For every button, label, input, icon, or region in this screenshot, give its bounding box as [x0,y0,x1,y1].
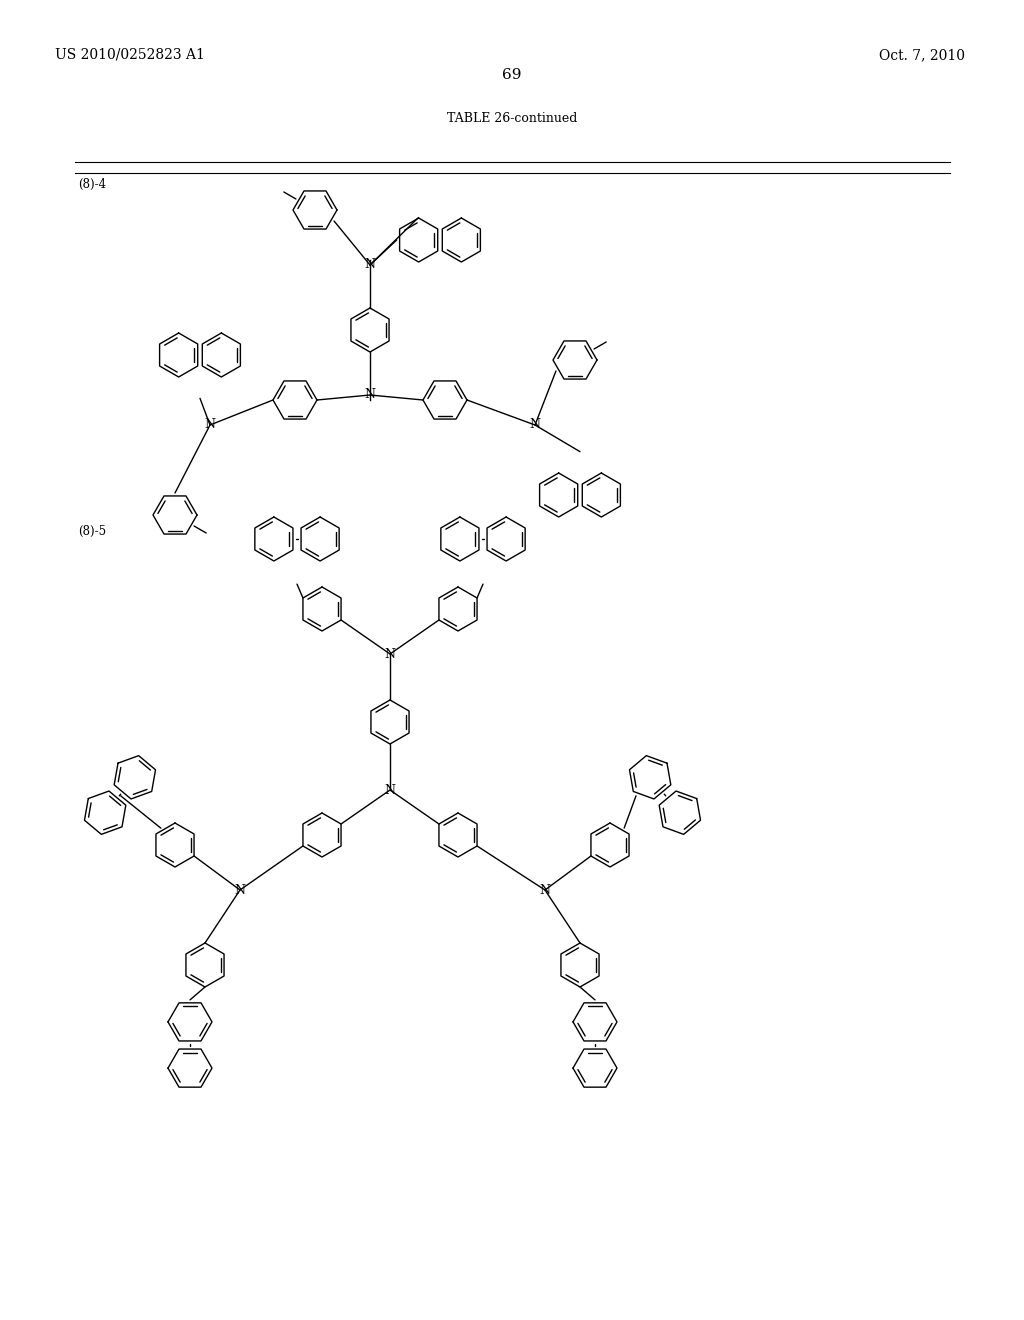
Text: N: N [365,259,376,272]
Text: N: N [234,883,246,896]
Text: US 2010/0252823 A1: US 2010/0252823 A1 [55,48,205,62]
Text: Oct. 7, 2010: Oct. 7, 2010 [879,48,965,62]
Text: N: N [384,648,395,660]
Text: N: N [205,418,215,432]
Text: N: N [540,883,551,896]
Text: (8)-4: (8)-4 [78,178,106,191]
Text: (8)-5: (8)-5 [78,525,106,539]
Text: N: N [529,418,541,432]
Text: 69: 69 [502,69,522,82]
Text: N: N [384,784,395,796]
Text: TABLE 26-continued: TABLE 26-continued [446,112,578,125]
Text: N: N [365,388,376,401]
